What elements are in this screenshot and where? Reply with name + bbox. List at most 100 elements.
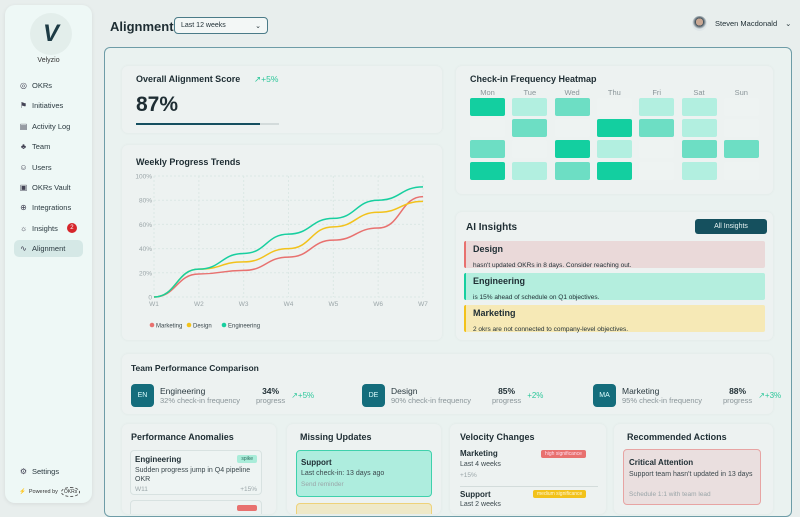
team-item[interactable]: DE Design 90% check-in frequency 85% progres… xyxy=(362,384,543,407)
log-icon: ▤ xyxy=(19,121,28,131)
actions-title: Recommended Actions xyxy=(627,432,727,442)
legend-label: Engineering xyxy=(228,324,260,330)
heatmap-cell[interactable] xyxy=(723,98,759,116)
heatmap-day-label: Wed xyxy=(564,88,580,97)
sidebar-item-okrs[interactable]: ◎ OKRs xyxy=(20,81,53,90)
sidebar-item-users[interactable]: ☺ Users xyxy=(19,162,52,172)
sidebar-item-okrs-vault[interactable]: ▣ OKRs Vault xyxy=(19,183,71,192)
chevron-down-icon: ⌄ xyxy=(785,19,792,28)
ai-insights-card: AI Insights All Insights Design hasn't up… xyxy=(456,212,773,340)
page-title: Alignment xyxy=(110,19,174,34)
y-tick-label: 100% xyxy=(135,174,152,181)
sidebar: V Velyzio ◎ OKRs ⚑ Initiatives ▤ Activity Log… xyxy=(5,5,92,503)
x-tick-label: W7 xyxy=(418,301,428,308)
chart-title: Weekly Progress Trends xyxy=(136,157,241,167)
anomaly-item[interactable] xyxy=(130,500,262,514)
sidebar-item-initiatives[interactable]: ⚑ Initiatives xyxy=(19,101,64,111)
heatmap-cell[interactable] xyxy=(639,119,675,138)
heatmap-day-label: Sun xyxy=(734,88,748,97)
team-initials: DE xyxy=(362,384,385,407)
sidebar-item-activity-log[interactable]: ▤ Activity Log xyxy=(19,121,71,131)
anomaly-badge xyxy=(237,505,257,511)
missing-item[interactable]: Support Last check-in: 13 days ago Send … xyxy=(296,450,432,497)
sidebar-item-settings[interactable]: ⚙ Settings xyxy=(19,467,60,476)
heatmap-cell[interactable] xyxy=(639,140,675,159)
heatmap-cell[interactable] xyxy=(512,140,548,159)
heatmap-cell[interactable] xyxy=(512,98,548,116)
score-change: ↗+5% xyxy=(254,74,279,84)
globe-icon: ⊕ xyxy=(20,203,27,213)
team-change: ↗+5% xyxy=(291,391,315,400)
heatmap-cell[interactable] xyxy=(470,161,505,180)
user-menu[interactable]: Steven Macdonald ⌄ xyxy=(692,16,791,31)
action-item[interactable]: Critical Attention Support team hasn't u… xyxy=(623,449,761,505)
trend-up-icon: ↗ xyxy=(758,391,765,400)
heatmap-cell[interactable] xyxy=(554,98,590,116)
heatmap-cell[interactable] xyxy=(681,119,717,138)
heatmap-cell[interactable] xyxy=(512,161,548,180)
heatmap-card: Check-in Frequency Heatmap Mon Tue Wed Thu F… xyxy=(456,66,773,194)
alignment-score-card: Overall Alignment Score ↗+5% 87% xyxy=(122,66,442,133)
heatmap-cell[interactable] xyxy=(723,161,759,180)
sidebar-item-insights[interactable]: ☼ Insights 2 xyxy=(14,220,83,237)
team-item[interactable]: MA Marketing 95% check-in frequency 88% prog… xyxy=(593,384,781,407)
heatmap-cell[interactable] xyxy=(470,119,505,138)
velocity-card: Velocity Changes Marketing high signific… xyxy=(450,424,606,514)
anomaly-item[interactable]: Engineering spike Sudden progress jump i… xyxy=(130,450,262,495)
heatmap-cell[interactable] xyxy=(681,161,717,180)
y-tick-label: 40% xyxy=(139,246,152,253)
heatmap-cell[interactable] xyxy=(554,140,590,159)
x-tick-label: W3 xyxy=(239,301,249,308)
heatmap-cell[interactable] xyxy=(554,119,590,138)
trend-chart: 0 20% 40% 60% 80% 100% W1 W2 W3 W4 W5 W6 W7 Marketing… xyxy=(135,174,428,330)
insight-item[interactable]: Engineering is 15% ahead of schedule on Q… xyxy=(464,273,765,301)
legend-label: Design xyxy=(193,324,212,330)
heatmap-cell[interactable] xyxy=(512,119,548,138)
heatmap-cell[interactable] xyxy=(681,140,717,159)
insight-item[interactable]: Marketing 2 okrs are not connected to com… xyxy=(464,305,765,333)
missing-updates-card: Missing Updates Support Last check-in: 1… xyxy=(287,424,441,514)
missing-title: Missing Updates xyxy=(300,432,372,442)
team-item[interactable]: EN Engineering 32% check-in frequency 34% pr… xyxy=(131,384,314,407)
heatmap-cell[interactable] xyxy=(554,161,590,180)
heatmap-cell[interactable] xyxy=(639,98,675,116)
brand-name: Velyzio xyxy=(37,57,60,64)
significance-badge: high significance xyxy=(541,450,586,458)
heatmap-cell[interactable] xyxy=(470,140,505,159)
x-tick-label: W4 xyxy=(284,301,294,308)
heatmap-day-label: Sat xyxy=(693,88,705,97)
sidebar-item-alignment[interactable]: ∿ Alignment xyxy=(14,240,83,258)
team-change: ↗+3% xyxy=(758,391,782,400)
team-change: +2% xyxy=(527,391,544,400)
heatmap-cell[interactable] xyxy=(596,140,632,159)
sidebar-item-integrations[interactable]: ⊕ Integrations xyxy=(20,203,72,213)
send-reminder-link[interactable]: Send reminder xyxy=(301,481,344,488)
all-insights-button[interactable]: All Insights xyxy=(695,219,767,234)
significance-badge: medium significance xyxy=(533,490,587,498)
legend-label: Marketing xyxy=(156,324,182,330)
heatmap-day-label: Thu xyxy=(607,88,621,97)
heatmap-cell[interactable] xyxy=(596,161,632,180)
y-tick-label: 0 xyxy=(148,295,152,302)
heatmap-day-label: Fri xyxy=(652,88,662,97)
y-tick-label: 80% xyxy=(139,198,152,205)
insight-item[interactable]: Design hasn't updated OKRs in 8 days. Con… xyxy=(464,241,765,269)
heatmap-cell[interactable] xyxy=(723,140,759,159)
score-value: 87% xyxy=(136,93,179,116)
powered-by: ⚡ Powered by OKRs xyxy=(19,487,81,497)
velocity-title: Velocity Changes xyxy=(460,432,535,442)
sidebar-item-team[interactable]: ♣ Team xyxy=(20,142,51,152)
team-comparison-card: Team Performance Comparison EN Engineerin… xyxy=(122,354,781,414)
heatmap-cell[interactable] xyxy=(723,119,759,138)
heatmap-day-label: Mon xyxy=(480,88,495,97)
heatmap-cell[interactable] xyxy=(596,119,632,138)
series-line-design xyxy=(153,200,424,298)
heatmap-cell[interactable] xyxy=(470,98,505,116)
gear-icon: ⚙ xyxy=(19,467,28,476)
heatmap-cell[interactable] xyxy=(681,98,717,116)
period-select[interactable]: Last 12 weeks ⌄ xyxy=(174,17,268,34)
team-icon: ♣ xyxy=(20,142,27,152)
users-icon: ☺ xyxy=(19,162,28,172)
heatmap-cell[interactable] xyxy=(639,161,675,180)
heatmap-cell[interactable] xyxy=(596,98,632,116)
